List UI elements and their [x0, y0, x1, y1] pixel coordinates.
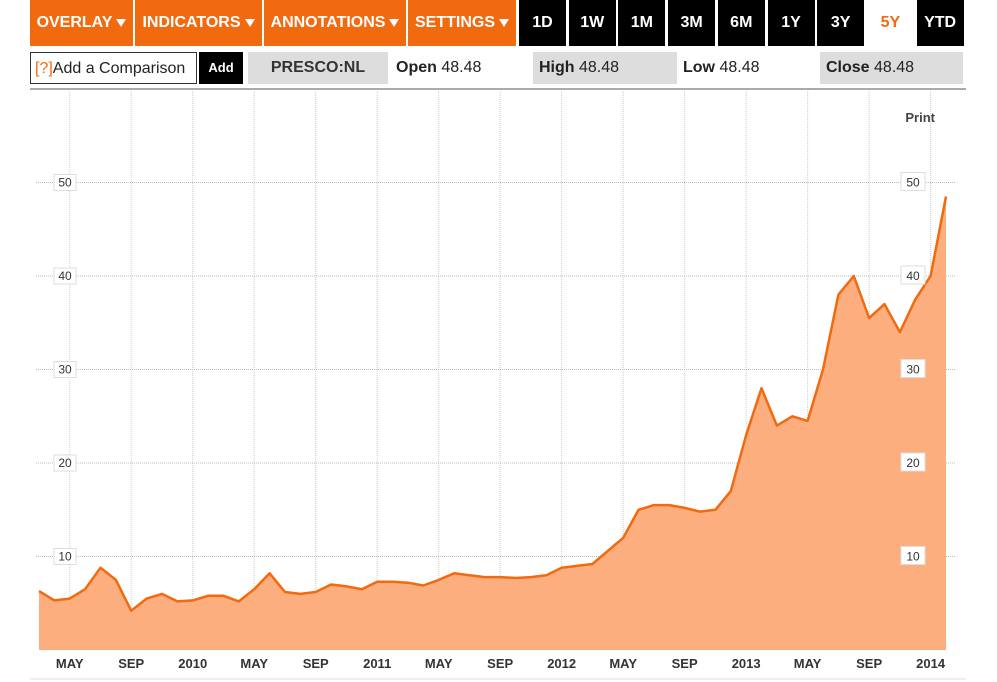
y-tick-label: 20	[58, 456, 72, 470]
high-label: High	[539, 59, 575, 76]
x-tick-label: 2011	[363, 656, 391, 671]
range-button[interactable]: 1D	[519, 0, 566, 46]
close-value: 48.48	[874, 59, 915, 76]
low-label: Low	[683, 59, 715, 76]
y-tick-label-right: 30	[906, 363, 920, 377]
menu-button[interactable]: INDICATORS	[135, 0, 262, 46]
tick-box	[53, 361, 77, 378]
y-tick-label-right: 20	[906, 456, 920, 470]
y-tick-label: 30	[58, 363, 72, 377]
add-button[interactable]: Add	[199, 52, 243, 84]
dropdown-arrow	[389, 18, 400, 27]
low: Low 48.48	[677, 52, 817, 84]
x-tick-label: 2014	[916, 656, 946, 671]
y-tick-label-right: 40	[906, 269, 920, 283]
menu-label: OVERLAY	[36, 14, 113, 31]
dropdown-arrow	[244, 18, 255, 27]
x-tick-label: SEP	[856, 656, 882, 671]
menu-label: SETTINGS	[414, 14, 495, 31]
y-tick-label: 40	[58, 269, 72, 283]
menu-button[interactable]: OVERLAY	[30, 0, 133, 46]
range-button[interactable]: 3M	[668, 0, 716, 46]
tick-box	[53, 267, 77, 285]
x-tick-label: 2010	[178, 656, 207, 671]
x-tick-label: SEP	[303, 656, 329, 671]
x-tick-label: MAY	[794, 656, 822, 671]
area	[39, 196, 946, 650]
tick-box	[53, 174, 77, 191]
grid	[36, 91, 955, 650]
x-tick-label: MAY	[56, 656, 84, 671]
print-link[interactable]: Print	[905, 110, 935, 125]
y-tick-label: 10	[58, 550, 72, 564]
range-button[interactable]: 5Y	[866, 0, 914, 46]
dropdown-arrow	[499, 18, 509, 27]
y-tick-label-right: 50	[906, 176, 920, 190]
high: High 48.48	[533, 52, 677, 84]
range-button[interactable]: 3Y	[817, 0, 865, 46]
x-tick-label: MAY	[240, 656, 268, 671]
menu-button[interactable]: SETTINGS	[408, 0, 516, 46]
tick-box	[900, 172, 926, 191]
placeholder: Add a Comparison	[52, 60, 186, 77]
range-button[interactable]: 6M	[717, 0, 765, 46]
tick-box	[900, 452, 926, 472]
high-value: 48.48	[579, 59, 620, 76]
menu-button[interactable]: ANNOTATIONS	[264, 0, 406, 46]
close-label: Close	[826, 59, 870, 76]
help-icon[interactable]: [?]	[35, 60, 53, 77]
tick-box	[900, 359, 926, 378]
x-tick-label: SEP	[672, 656, 698, 671]
dropdown-arrow	[116, 18, 127, 27]
range-button[interactable]: 1M	[618, 0, 666, 46]
menu-label: INDICATORS	[142, 14, 241, 31]
open-value: 48.48	[441, 59, 482, 76]
comparison-input[interactable]: [?]Add a Comparison	[30, 52, 197, 84]
menu-label: ANNOTATIONS	[270, 14, 386, 31]
price-line	[38, 196, 948, 612]
open-label: Open	[396, 59, 437, 76]
range-button[interactable]: 1W	[568, 0, 616, 46]
y-tick-label: 50	[58, 176, 72, 190]
tick-box	[53, 454, 77, 472]
x-tick-label: SEP	[118, 656, 144, 671]
y-tick-label-right: 10	[906, 550, 920, 564]
x-tick-label: MAY	[425, 656, 453, 671]
low-value: 48.48	[719, 59, 760, 76]
x-tick-label: 2013	[732, 656, 761, 671]
symbol: PRESCO:NL	[248, 52, 388, 84]
range-button[interactable]: 1Y	[767, 0, 815, 46]
x-tick-label: SEP	[487, 656, 513, 671]
tick-box	[900, 265, 926, 285]
x-tick-label: 2012	[547, 656, 576, 671]
x-tick-label: MAY	[609, 656, 637, 671]
range-button[interactable]: YTD	[916, 0, 964, 46]
tick-box	[53, 548, 77, 565]
open: Open 48.48	[390, 52, 530, 84]
close: Close 48.48	[820, 52, 963, 84]
tick-box	[900, 546, 926, 565]
